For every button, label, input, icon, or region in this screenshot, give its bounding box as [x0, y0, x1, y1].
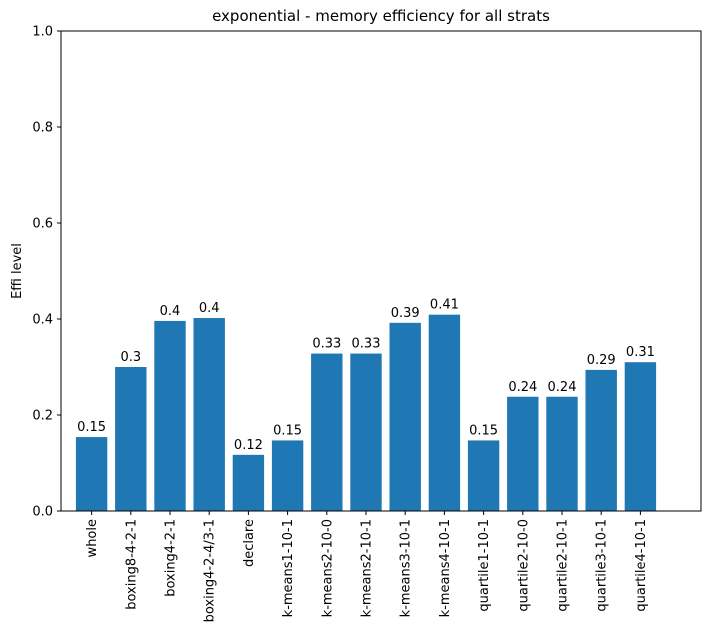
bar — [585, 369, 617, 511]
x-tick-label: quartile2-10-0 — [516, 519, 531, 612]
bar — [271, 440, 304, 511]
x-tick-label: boxing8-4-2-1 — [124, 519, 139, 610]
bar-value-label: 0.31 — [626, 345, 655, 360]
y-tick-label: 1.0 — [32, 25, 53, 40]
x-tick-label: quartile1-10-1 — [477, 519, 492, 612]
bar-value-label: 0.33 — [312, 337, 341, 352]
x-tick-label: k-means4-10-1 — [438, 519, 453, 617]
bar — [154, 320, 186, 511]
bar-value-label: 0.33 — [352, 337, 381, 352]
bar-value-label: 0.4 — [199, 301, 220, 316]
bar-value-label: 0.15 — [77, 420, 106, 435]
bar — [193, 318, 225, 511]
x-tick-label: quartile4-10-1 — [634, 519, 649, 612]
bar — [467, 440, 500, 511]
bar-value-label: 0.12 — [234, 438, 263, 453]
bar-value-label: 0.4 — [160, 304, 181, 319]
bar-value-label: 0.41 — [430, 298, 459, 313]
bars-layer — [75, 314, 657, 511]
x-tick-label: boxing4-2-1 — [164, 519, 179, 597]
bar — [546, 396, 578, 511]
bar-value-label: 0.24 — [508, 380, 537, 395]
x-tick-label: quartile2-10-1 — [556, 519, 571, 612]
bar — [115, 367, 147, 511]
bar — [311, 353, 343, 511]
bar-value-label: 0.24 — [548, 380, 577, 395]
y-tick-label: 0.2 — [32, 409, 53, 424]
chart-title: exponential - memory efficiency for all … — [212, 7, 550, 25]
plot-frame — [60, 30, 702, 512]
y-axis: 0.0 0.2 0.4 0.6 0.8 1.0 — [32, 25, 61, 520]
bar-value-label: 0.29 — [587, 353, 616, 368]
bar — [428, 314, 461, 511]
x-tick-label: declare — [242, 519, 257, 567]
bar — [350, 353, 382, 511]
y-tick-label: 0.6 — [32, 217, 53, 232]
bar-value-label: 0.39 — [391, 306, 420, 321]
bar — [624, 362, 657, 511]
bar-labels-layer: 0.15 0.3 0.4 0.4 0.12 0.15 0.33 0.33 0.39 0.41 0.1… — [77, 298, 655, 453]
x-tick-label: whole — [85, 519, 100, 557]
y-tick-label: 0.0 — [32, 505, 53, 520]
bar-value-label: 0.15 — [469, 423, 498, 438]
bar-value-label: 0.3 — [120, 350, 141, 365]
bar — [507, 396, 539, 511]
x-tick-label: k-means1-10-1 — [281, 519, 296, 617]
bar-value-label: 0.15 — [273, 423, 302, 438]
y-tick-label: 0.4 — [32, 313, 53, 328]
y-axis-title: Effi level — [10, 243, 25, 299]
y-tick-label: 0.8 — [32, 121, 53, 136]
x-tick-label: k-means2-10-1 — [360, 519, 375, 617]
x-tick-label: boxing4-2-4/3-1 — [203, 519, 218, 622]
x-tick-label: k-means2-10-0 — [320, 519, 335, 617]
x-tick-label: k-means3-10-1 — [399, 519, 414, 617]
bar — [75, 437, 108, 511]
x-tick-label: quartile3-10-1 — [595, 519, 610, 612]
x-axis: whole boxing8-4-2-1 boxing4-2-1 boxing4-2-4… — [85, 511, 649, 622]
bar — [232, 454, 265, 511]
bar — [389, 322, 421, 511]
